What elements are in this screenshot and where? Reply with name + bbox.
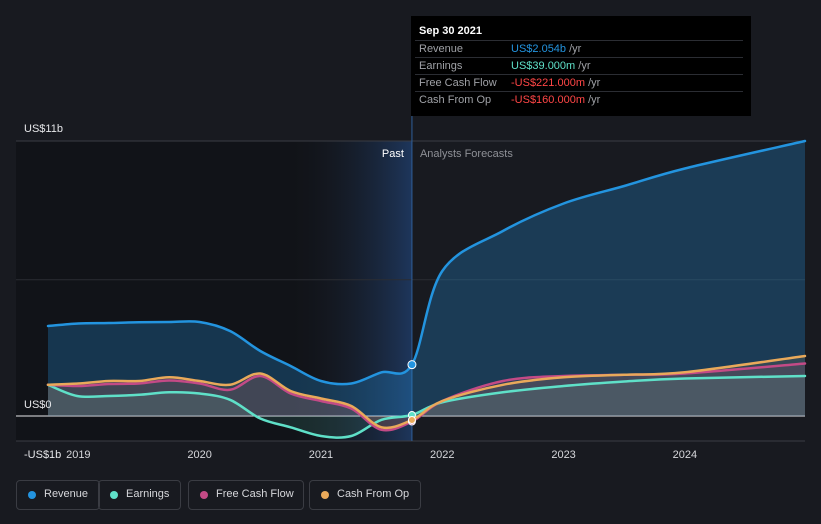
tooltip-row-revenue: Revenue US$2.054b /yr: [415, 40, 743, 58]
legend-dot-icon: [28, 491, 36, 499]
line-revenue: [46, 139, 807, 386]
y-axis-label: US$0: [24, 399, 52, 411]
data-tooltip: Sep 30 2021 Revenue US$2.054b /yr Earnin…: [411, 16, 751, 116]
tooltip-row-earnings: Earnings US$39.000m /yr: [415, 57, 743, 75]
tooltip-label: Cash From Op: [419, 94, 492, 106]
y-axis-label: -US$1b: [24, 449, 61, 461]
marker-revenue: [407, 360, 417, 370]
legend-label: Earnings: [126, 488, 170, 500]
area-cash-from-op: [48, 356, 805, 428]
area-free-cash-flow: [48, 363, 805, 431]
x-tick-label: 2021: [309, 449, 333, 461]
x-tick-label: 2019: [66, 449, 90, 461]
legend-label: Free Cash Flow: [216, 488, 294, 500]
forecast-label: Analysts Forecasts: [420, 148, 513, 160]
legend-dot-icon: [200, 491, 208, 499]
tooltip-date: Sep 30 2021: [419, 25, 482, 37]
area-revenue: [48, 141, 805, 416]
past-label: Past: [382, 148, 404, 160]
tooltip-value: -US$221.000m /yr: [511, 77, 601, 89]
tooltip-label: Free Cash Flow: [419, 77, 497, 89]
tooltip-value: -US$160.000m /yr: [511, 94, 601, 106]
tooltip-label: Revenue: [419, 43, 464, 55]
legend-label: Cash From Op: [337, 488, 410, 500]
legend-dot-icon: [321, 491, 329, 499]
x-tick-label: 2020: [187, 449, 211, 461]
legend-dot-icon: [110, 491, 118, 499]
tooltip-row-free-cash-flow: Free Cash Flow -US$221.000m /yr: [415, 74, 743, 92]
marker-cash-from-op: [407, 416, 416, 424]
area-earnings: [48, 376, 805, 438]
tooltip-label: Earnings: [419, 60, 463, 72]
tooltip-value: US$2.054b /yr: [511, 43, 582, 55]
legend-item-cash-from-op[interactable]: Cash From Op: [309, 480, 421, 510]
line-cash-from-op: [46, 354, 807, 430]
legend-item-free-cash-flow[interactable]: Free Cash Flow: [188, 480, 304, 510]
past-region-highlight: [290, 141, 412, 441]
legend-item-earnings[interactable]: Earnings: [98, 480, 181, 510]
legend-item-revenue[interactable]: Revenue: [16, 480, 100, 510]
tooltip-value: US$39.000m /yr: [511, 60, 591, 72]
line-earnings: [46, 374, 807, 439]
legend-label: Revenue: [44, 488, 89, 500]
y-axis-label: US$11b: [24, 123, 63, 135]
tooltip-row-cash-from-op: Cash From Op -US$160.000m /yr: [415, 91, 743, 109]
x-tick-label: 2023: [551, 449, 575, 461]
x-tick-label: 2022: [430, 449, 454, 461]
chart-canvas: US$11b US$0 -US$1b 2019 2020 2021 2022 2023 2024…: [16, 116, 807, 461]
x-tick-label: 2024: [673, 449, 697, 461]
